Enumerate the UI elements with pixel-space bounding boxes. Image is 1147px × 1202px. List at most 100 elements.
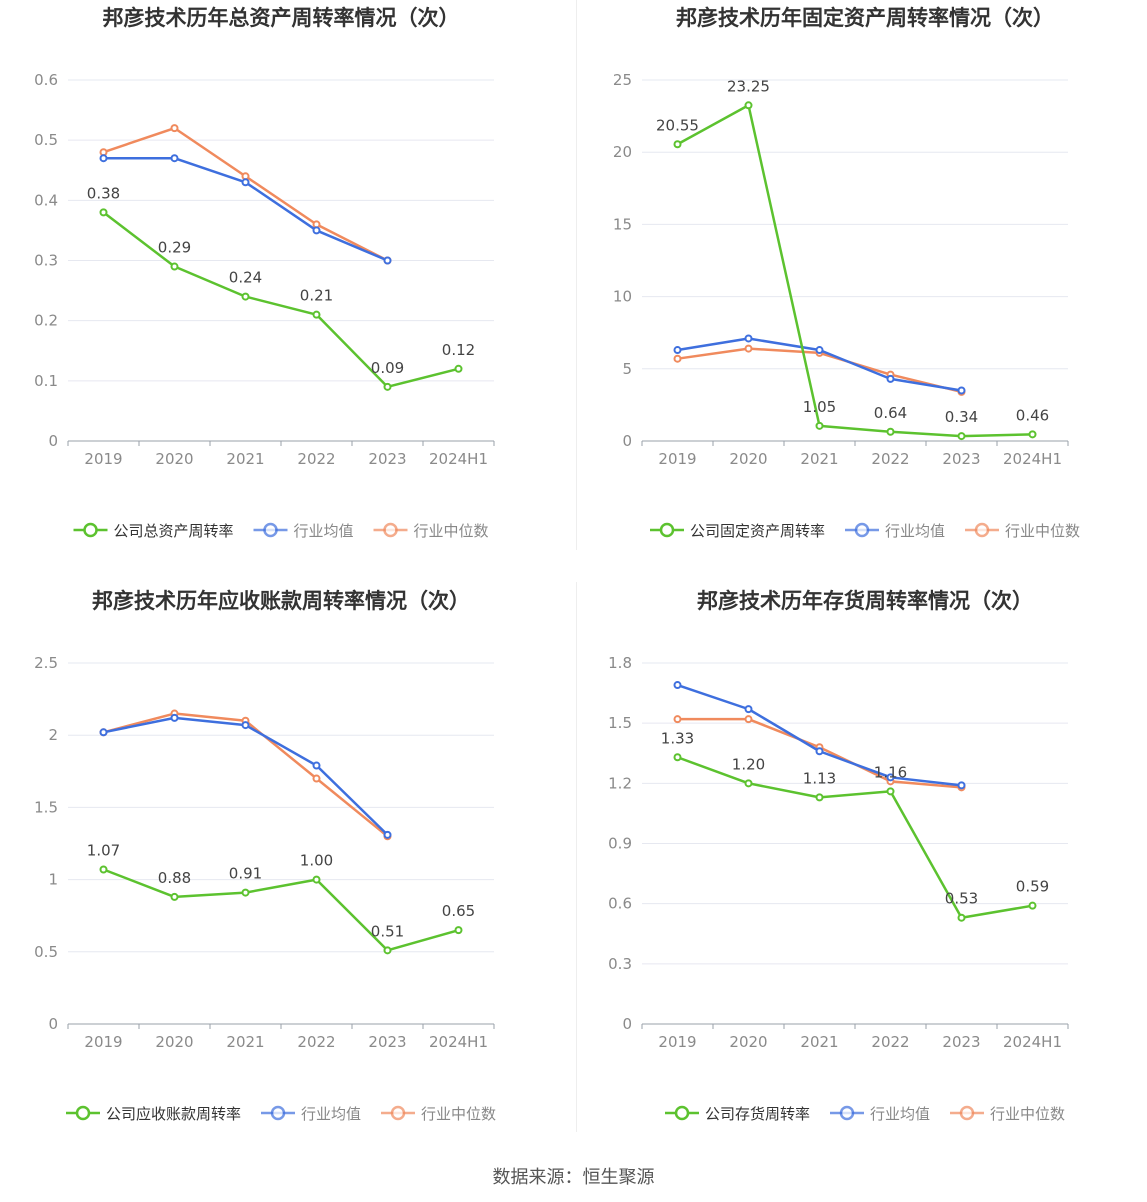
industry-avg-series-point	[815, 346, 824, 355]
y-tick-label: 1.2	[608, 774, 632, 792]
data-label: 1.13	[803, 769, 836, 787]
company-series-point	[99, 865, 108, 874]
data-label: 1.33	[661, 729, 694, 747]
x-tick-label: 2024H1	[1003, 450, 1062, 468]
y-tick-label: 0.6	[608, 895, 632, 913]
industry-avg-series-point	[744, 705, 753, 714]
industry-avg-series-point	[241, 721, 250, 730]
data-label: 0.46	[1016, 406, 1049, 424]
company-series-line	[103, 868, 459, 952]
x-tick-label: 2021	[800, 450, 838, 468]
company-series-line	[102, 211, 459, 389]
y-tick-label: 10	[613, 288, 632, 306]
data-label: 1.05	[803, 398, 836, 416]
x-tick-label: 2022	[871, 1033, 909, 1051]
chart-svg: 邦彦技术历年存货周转率情况（次） 0 0.3 0.6 0.9 1.2 1.5 1.8 2019 2…	[608, 589, 1069, 1123]
industry-median-series-point	[673, 354, 682, 363]
data-label: 0.34	[945, 408, 978, 426]
legend-label: 公司应收账款周转率	[106, 1105, 241, 1123]
company-series-point	[815, 421, 824, 430]
legend-icon-marker	[839, 1105, 855, 1121]
industry-avg-series-point	[673, 681, 682, 690]
x-tick-label: 2021	[226, 450, 264, 468]
data-source-label: 数据来源：恒生聚源	[492, 1167, 655, 1188]
y-tick-label: 0	[48, 1015, 58, 1033]
legend-icon-marker	[959, 1105, 975, 1121]
industry-avg-series-point	[957, 781, 966, 790]
industry-avg-series-point	[241, 178, 250, 187]
industry-avg-series-point	[957, 386, 966, 395]
legend-icon-marker	[674, 1105, 690, 1121]
chart-panel-fixed-asset-turnover: 邦彦技术历年固定资产周转率情况（次） 0 5 10 15 20 25 2019 2020 2021…	[574, 0, 1147, 583]
legend-icon-marker	[383, 522, 398, 538]
industry-avg-series-point	[744, 334, 753, 343]
y-tick-label: 5	[622, 360, 632, 378]
company-series-line	[677, 756, 1033, 919]
company-series-point	[744, 101, 753, 110]
x-tick-label: 2023	[368, 450, 406, 468]
company-series-point	[312, 310, 321, 319]
y-tick-label: 0.6	[34, 71, 58, 89]
legend-label: 公司固定资产周转率	[690, 522, 825, 540]
legend-label: 行业均值	[294, 522, 354, 540]
y-tick-label: 2	[48, 726, 58, 744]
y-tick-label: 0.1	[34, 372, 58, 390]
company-series-point	[1028, 430, 1037, 439]
legend-label: 行业中位数	[1005, 522, 1080, 540]
y-tick-label: 0	[48, 432, 58, 450]
industry-avg-series-point	[815, 747, 824, 756]
industry-avg-series-point	[886, 773, 895, 782]
data-label: 20.55	[656, 116, 699, 134]
legend-icon-marker	[270, 1105, 286, 1121]
legend-label: 行业均值	[885, 522, 945, 540]
industry-avg-series-point	[170, 713, 179, 722]
legend-label: 行业均值	[301, 1105, 361, 1123]
data-label: 1.20	[732, 755, 765, 773]
company-series-point	[383, 382, 392, 391]
chart-panel-inventory-turnover: 邦彦技术历年存货周转率情况（次） 0 0.3 0.6 0.9 1.2 1.5 1.8 2019 2…	[574, 583, 1147, 1166]
company-series-point	[673, 140, 682, 149]
legend-icon-marker	[263, 522, 278, 538]
legend-icon-marker	[854, 522, 870, 538]
y-tick-label: 0.3	[34, 252, 58, 270]
panel-divider-bottom	[576, 582, 577, 1132]
legend-icon-marker	[390, 1105, 406, 1121]
y-tick-label: 0.4	[34, 191, 58, 209]
y-tick-label: 2.5	[34, 654, 58, 672]
x-tick-label: 2019	[84, 1033, 122, 1051]
x-tick-label: 2019	[658, 450, 696, 468]
x-tick-label: 2024H1	[429, 450, 488, 468]
y-tick-label: 0	[622, 432, 632, 450]
industry-avg-series-point	[99, 154, 108, 163]
data-label: 0.65	[442, 902, 475, 920]
legend-label: 行业中位数	[990, 1105, 1065, 1123]
y-tick-label: 0.9	[608, 835, 632, 853]
x-tick-label: 2019	[84, 450, 122, 468]
company-series-point	[454, 926, 463, 935]
chart-panel-total-asset-turnover: 邦彦技术历年总资产周转率情况（次） 0 0.1 0.2 0.3 0.4 0.5 0.6 2019…	[0, 0, 573, 583]
chart-svg: 邦彦技术历年总资产周转率情况（次） 0 0.1 0.2 0.3 0.4 0.5 0.6 2019…	[34, 6, 495, 540]
data-label: 0.38	[87, 184, 120, 202]
x-tick-label: 2023	[942, 1033, 980, 1051]
panel-divider-top	[576, 0, 577, 550]
company-series-point	[673, 753, 682, 762]
chart-panel-receivable-turnover: 邦彦技术历年应收账款周转率情况（次） 0 0.5 1 1.5 2 2.5 2019 2020 20…	[0, 583, 573, 1166]
company-series-point	[99, 208, 108, 217]
data-label: 0.59	[1016, 878, 1049, 896]
legend-icon-marker	[659, 522, 675, 538]
industry-avg-series-point	[312, 226, 321, 235]
x-tick-label: 2021	[800, 1033, 838, 1051]
industry-median-series-point	[170, 124, 179, 133]
y-tick-label: 1.5	[608, 714, 632, 732]
x-tick-label: 2022	[297, 450, 335, 468]
legend-icon-marker	[974, 522, 990, 538]
data-label: 0.09	[371, 359, 404, 377]
data-label: 1.07	[87, 841, 120, 859]
y-tick-label: 15	[613, 215, 632, 233]
legend-icon-marker	[75, 1105, 91, 1121]
company-series-point	[744, 779, 753, 788]
industry-avg-series-point	[312, 761, 321, 770]
data-label: 0.64	[874, 404, 907, 422]
y-tick-label: 0.5	[34, 131, 58, 149]
